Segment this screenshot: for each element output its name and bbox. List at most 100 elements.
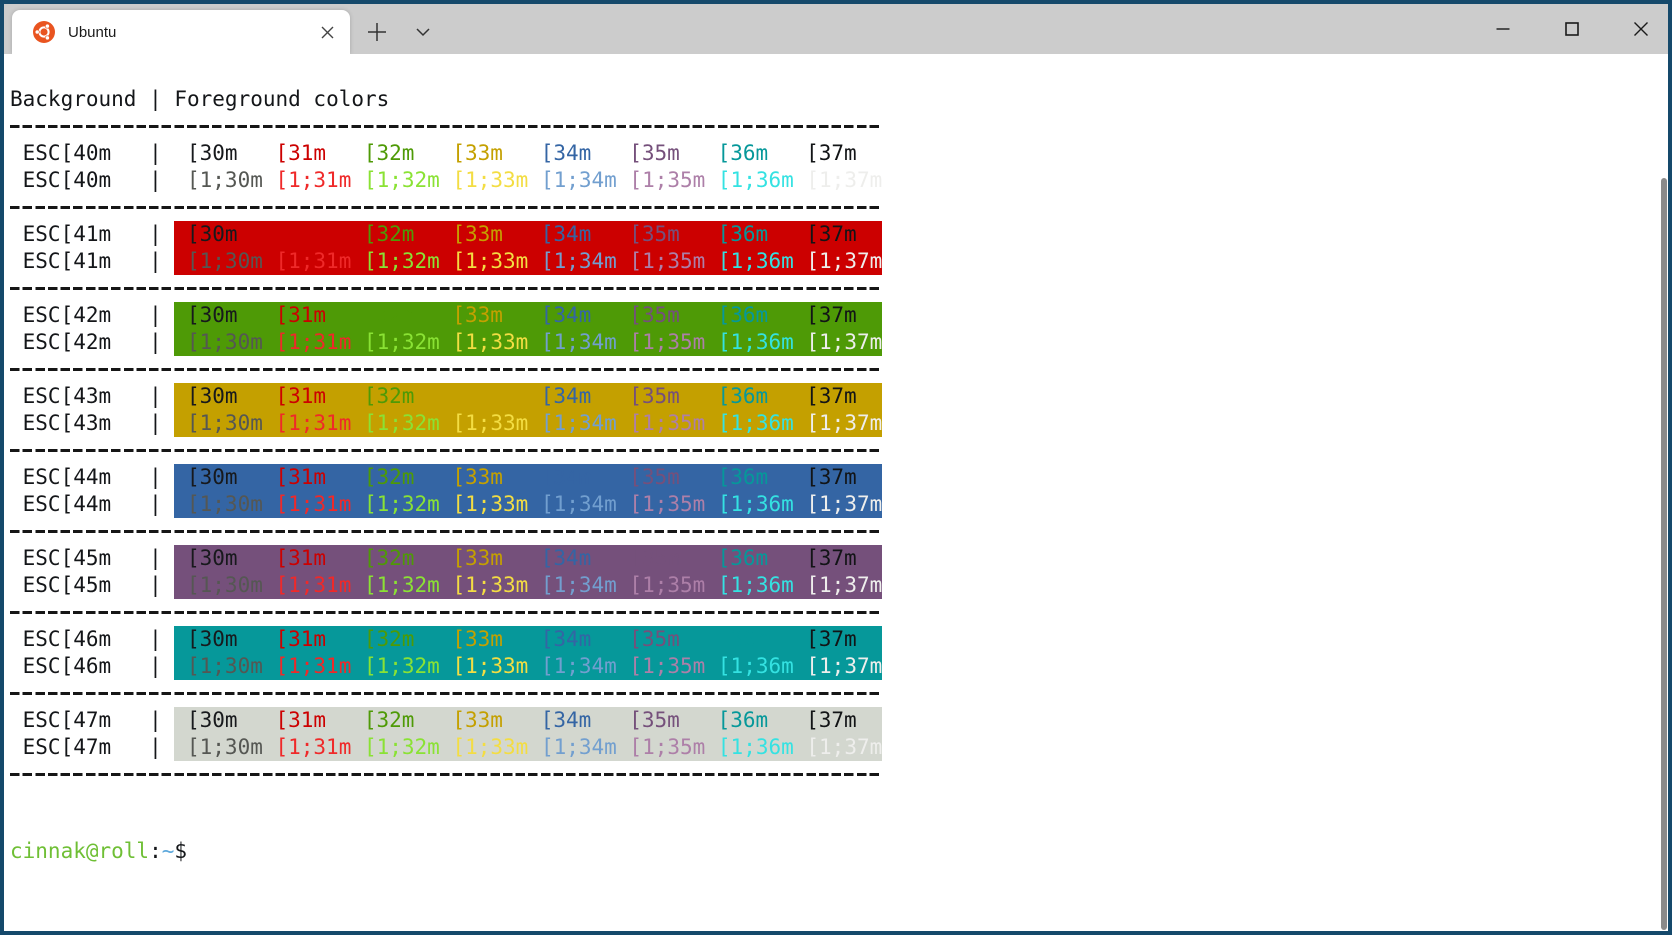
fg-color-cell: [35m [629,222,680,246]
fg-color-cell: [1;30m [187,411,263,435]
tab-title: Ubuntu [68,23,117,41]
fg-color-cell: [37m [806,627,857,651]
fg-color-cell: [32m [363,465,415,489]
fg-color-cell: [1;32m [363,249,440,273]
terminal-row: ESC[41m | [1;30m [1;31m [1;32m [1;33m [1;34m… [10,248,1658,275]
bg-color-band: [1;30m [1;31m [1;32m [1;33m [1;34m [1;35m [1;3… [174,734,882,761]
fg-color-cell: [37m [806,465,857,489]
separator-line [10,599,881,626]
fg-color-cell: [34m [540,627,592,651]
fg-color-cell: [33m [452,546,503,570]
fg-color-cell: [1;32m [363,330,440,354]
fg-color-cell: [31m [275,384,327,408]
fg-color-cell: [1;34m [540,330,617,354]
tab-ubuntu[interactable]: Ubuntu [12,10,350,54]
fg-color-cell: [32m [363,384,415,408]
separator-line [10,194,881,221]
fg-color-cell: [1;37m [806,330,883,354]
fg-color-cell: [1;34m [540,573,617,597]
output-header: Background | Foreground colors [10,87,390,111]
separator-line [10,113,881,140]
fg-color-cell: [35m [629,384,680,408]
fg-color-cell: [1;37m [806,654,883,678]
fg-color-cell: [1;31m [275,735,352,759]
fg-color-cell: [1;37m [806,735,883,759]
tab-dropdown-button[interactable] [408,17,438,47]
fg-color-cell: [1;34m [540,249,617,273]
fg-color-cell: [1;31m [275,249,352,273]
bg-escape-label: ESC[47m | [10,735,175,759]
fg-color-cell: [34m [540,546,592,570]
fg-color-cell: [1;36m [717,168,794,192]
new-tab-button[interactable] [362,17,392,47]
fg-color-cell: [34m [540,303,592,327]
blank-lines [10,788,1658,838]
terminal-row: ESC[47m | [1;30m [1;31m [1;32m [1;33m [1;34m… [10,734,1658,761]
terminal-row: ESC[43m | [30m [31m [32m [33m [34m [35m [36m [3… [10,383,1658,410]
fg-color-cell: [1;30m [187,492,263,516]
fg-color-cell: [31m [275,708,327,732]
fg-color-cell: [1;30m [187,168,263,192]
bg-color-band: [1;30m [1;31m [1;32m [1;33m [1;34m [1;35m [1;3… [174,491,882,518]
separator-line [10,356,881,383]
bg-color-band: [1;30m [1;31m [1;32m [1;33m [1;34m [1;35m [1;3… [174,329,882,356]
minimize-icon [1495,21,1511,37]
terminal-row: ESC[42m | [30m [31m [32m [33m [34m [35m [36m [3… [10,302,1658,329]
fg-color-cell: [1;32m [363,573,440,597]
fg-color-cell: [1;30m [187,330,263,354]
terminal-row: ESC[46m | [30m [31m [32m [33m [34m [35m [36m [3… [10,626,1658,653]
titlebar[interactable]: Ubuntu [4,4,1668,54]
bg-escape-label: ESC[41m | [10,249,175,273]
fg-color-cell: [1;36m [717,249,794,273]
fg-color-cell: [1;34m [540,492,617,516]
fg-color-cell: [1;37m [806,411,883,435]
fg-color-cell: [1;31m [275,411,352,435]
chevron-down-icon [414,23,432,41]
bg-color-band: [30m [31m [32m [33m [34m [35m [36m [37m [174,464,882,491]
terminal-viewport[interactable]: Background | Foreground colors ESC[40m |… [4,54,1668,931]
bg-escape-label: ESC[43m | [10,384,175,408]
fg-color-cell: [34m [540,708,592,732]
terminal-row: ESC[44m | [1;30m [1;31m [1;32m [1;33m [1;34m… [10,491,1658,518]
bg-escape-label: ESC[45m | [10,546,175,570]
fg-color-cell: [1;33m [452,492,529,516]
fg-color-cell: [32m [363,546,415,570]
fg-color-cell: [1;34m [540,411,617,435]
tab-close-button[interactable] [312,17,342,47]
fg-color-cell: [36m [717,222,769,246]
close-icon [1633,21,1649,37]
bg-color-band: [30m [31m [32m [33m [34m [35m [36m [37m [174,626,882,653]
bg-escape-label: ESC[42m | [10,330,175,354]
bg-color-band: [1;30m [1;31m [1;32m [1;33m [1;34m [1;35m [1;3… [174,167,882,194]
fg-color-cell: [1;34m [540,168,617,192]
ubuntu-logo-icon [32,20,56,44]
fg-color-cell: [1;30m [187,573,263,597]
fg-color-cell: [1;35m [629,411,706,435]
fg-color-cell: [37m [806,708,857,732]
fg-color-cell: [33m [452,141,503,165]
minimize-button[interactable] [1480,4,1526,54]
separator-line [10,761,881,788]
fg-color-cell: [37m [806,141,857,165]
fg-color-cell: [1;33m [452,735,529,759]
maximize-button[interactable] [1549,4,1595,54]
fg-color-cell: [1;37m [806,492,883,516]
fg-color-cell: [1;36m [717,735,794,759]
bg-escape-label: ESC[47m | [10,708,175,732]
fg-color-cell: [1;35m [629,492,706,516]
fg-color-cell: [1;37m [806,249,883,273]
fg-color-cell: [1;31m [275,654,352,678]
prompt-colon: : [149,839,162,863]
terminal-output: Background | Foreground colors ESC[40m |… [10,86,1658,865]
fg-color-cell: [1;33m [452,411,529,435]
close-button[interactable] [1618,4,1664,54]
fg-color-cell: [37m [806,384,857,408]
fg-color-cell: [1;31m [275,168,352,192]
bg-color-band: [30m [31m [32m [33m [34m [35m [36m [37m [174,383,882,410]
fg-color-cell: [33m [452,708,503,732]
scrollbar-thumb[interactable] [1661,178,1667,930]
fg-color-cell: [31m [275,546,327,570]
separator-line [10,275,881,302]
fg-color-cell: [36m [717,627,769,651]
fg-color-cell: [37m [806,303,857,327]
